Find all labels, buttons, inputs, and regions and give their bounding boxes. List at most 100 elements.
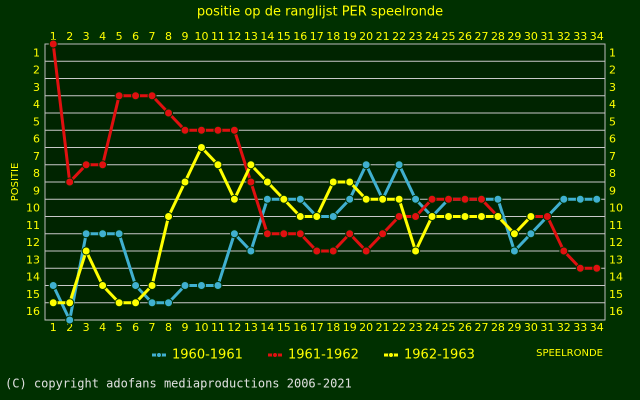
y-tick-label-right: 15 [609,288,623,301]
point [246,160,256,170]
x-tick-label-top: 13 [244,30,258,43]
x-tick-label-top: 1 [50,30,57,43]
point [411,212,421,221]
y-tick-label: 5 [33,115,40,128]
point [575,194,585,204]
point [476,194,486,204]
y-tick-label-right: 12 [609,236,623,249]
point [592,194,602,204]
point [164,108,174,118]
point [246,177,256,187]
point [65,177,75,187]
point [164,298,174,308]
x-tick-label: 18 [326,321,340,334]
point [444,212,454,221]
point [345,177,355,187]
x-tick-label-top: 24 [425,30,439,43]
x-tick-label: 24 [425,321,439,334]
x-tick-label-top: 28 [491,30,505,43]
x-tick-label-top: 3 [83,30,90,43]
x-tick-label-top: 4 [99,30,106,43]
point [81,246,91,256]
point [114,91,124,101]
point [81,160,91,170]
point [427,212,437,221]
point [246,246,256,256]
x-tick-label: 29 [507,321,521,334]
y-tick-label: 7 [33,150,40,163]
point [131,298,141,308]
point [361,194,371,204]
point [279,194,289,204]
point [114,229,124,239]
point [411,194,421,204]
y-tick-label: 4 [33,98,40,111]
x-tick-label: 34 [590,321,604,334]
x-tick-label: 4 [99,321,106,334]
point [48,281,58,290]
y-tick-label-right: 2 [609,64,616,77]
point [361,246,371,256]
point [229,229,239,239]
y-tick-label-right: 13 [609,253,623,266]
x-tick-label-top: 12 [227,30,241,43]
y-tick-label: 6 [33,133,40,146]
point [98,281,108,290]
point [345,229,355,239]
x-tick-label: 21 [376,321,390,334]
y-tick-label-right: 7 [609,150,616,163]
point [295,194,305,204]
x-tick-label: 23 [409,321,423,334]
y-tick-label: 15 [26,288,40,301]
x-tick-label: 2 [66,321,73,334]
x-tick-label: 25 [442,321,456,334]
point [559,246,569,256]
point [279,229,289,239]
point [65,298,75,308]
point [328,177,338,187]
point [81,229,91,239]
point [262,229,272,239]
x-tick-label-top: 5 [116,30,123,43]
y-tick-label: 13 [26,253,40,266]
y-tick-label: 12 [26,236,40,249]
y-tick-label-right: 6 [609,133,616,146]
x-tick-label-top: 10 [194,30,208,43]
y-tick-label: 1 [33,46,40,59]
x-tick-label-top: 20 [359,30,373,43]
point [131,281,141,290]
point [509,246,519,256]
point [312,212,322,221]
x-tick-label-top: 25 [442,30,456,43]
point [262,194,272,204]
x-tick-label: 12 [227,321,241,334]
x-tick-label-top: 2 [66,30,73,43]
point [592,263,602,273]
x-tick-label: 20 [359,321,373,334]
x-tick-label: 11 [211,321,225,334]
point [65,315,75,325]
point [575,263,585,273]
x-tick-label: 17 [310,321,324,334]
point [229,194,239,204]
point [164,212,174,221]
point [411,246,421,256]
x-tick-label: 7 [149,321,156,334]
y-tick-label: 14 [26,271,40,284]
x-tick-label: 30 [524,321,538,334]
y-axis-label: POSITIE [10,163,21,202]
point [476,212,486,221]
point [213,160,223,170]
x-tick-label-top: 34 [590,30,604,43]
x-tick-label: 19 [343,321,357,334]
point [147,298,157,308]
x-tick-label-top: 6 [132,30,139,43]
x-tick-label: 5 [116,321,123,334]
point [493,212,503,221]
y-tick-label: 8 [33,167,40,180]
x-tick-label-top: 7 [149,30,156,43]
y-tick-label-right: 16 [609,305,623,318]
point [147,91,157,101]
y-tick-label: 9 [33,184,40,197]
